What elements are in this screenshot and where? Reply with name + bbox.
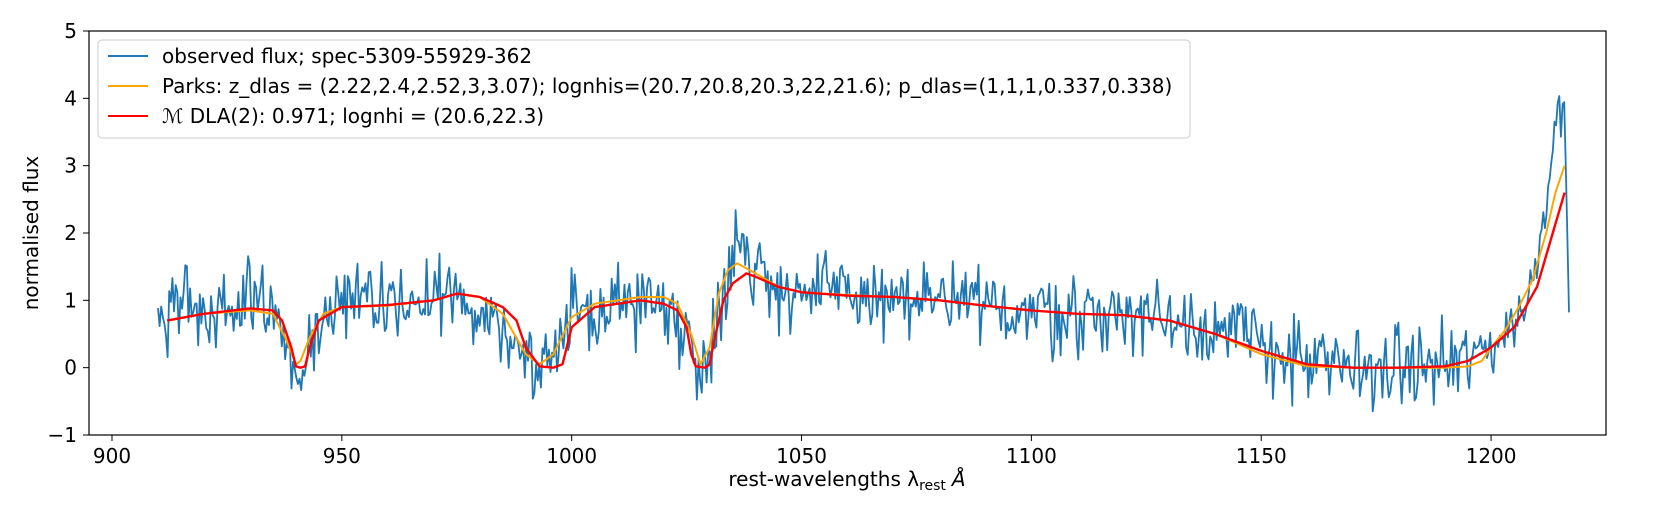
x-axis-label: rest-wavelengths λrest Å: [728, 467, 965, 494]
series-layer: [157, 95, 1570, 413]
parks-model-line: [166, 165, 1566, 369]
x-axis-label-unit: Å: [950, 467, 966, 491]
legend-label-model: ℳ DLA(2): 0.971; lognhi = (20.6,22.3): [162, 104, 544, 128]
y-axis: −1 0 1 2 3 4 5: [48, 19, 89, 447]
x-tick-label: 1200: [1466, 444, 1517, 468]
legend-label-parks: Parks: z_dlas = (2.22,2.4,2.52,3,3.07); …: [162, 74, 1172, 98]
legend-label-observed: observed flux; spec-5309-55929-362: [162, 44, 532, 68]
x-tick-label: 900: [93, 444, 131, 468]
x-tick-label: 1150: [1236, 444, 1287, 468]
x-tick-label: 1050: [776, 444, 827, 468]
x-axis: 900 950 1000 1050 1100 1150 1200: [93, 435, 1517, 468]
y-tick-label: 4: [64, 86, 77, 110]
legend-box: [97, 39, 1191, 139]
y-tick-label: −1: [48, 423, 77, 447]
x-axis-label-subscript: rest: [919, 478, 946, 494]
x-tick-label: 1000: [546, 444, 597, 468]
y-tick-label: 0: [64, 356, 77, 380]
y-tick-label: 5: [64, 19, 77, 43]
legend: observed flux; spec-5309-55929-362 Parks…: [97, 39, 1191, 139]
y-tick-label: 2: [64, 221, 77, 245]
y-tick-label: 1: [64, 288, 77, 312]
x-axis-label-main: rest-wavelengths λ: [728, 467, 919, 491]
y-axis-label: normalised flux: [19, 156, 43, 311]
x-tick-label: 1100: [1006, 444, 1057, 468]
observed-flux-line: [157, 95, 1570, 413]
dla-model-line: [166, 192, 1566, 369]
y-tick-label: 3: [64, 154, 77, 178]
x-tick-label: 950: [323, 444, 361, 468]
